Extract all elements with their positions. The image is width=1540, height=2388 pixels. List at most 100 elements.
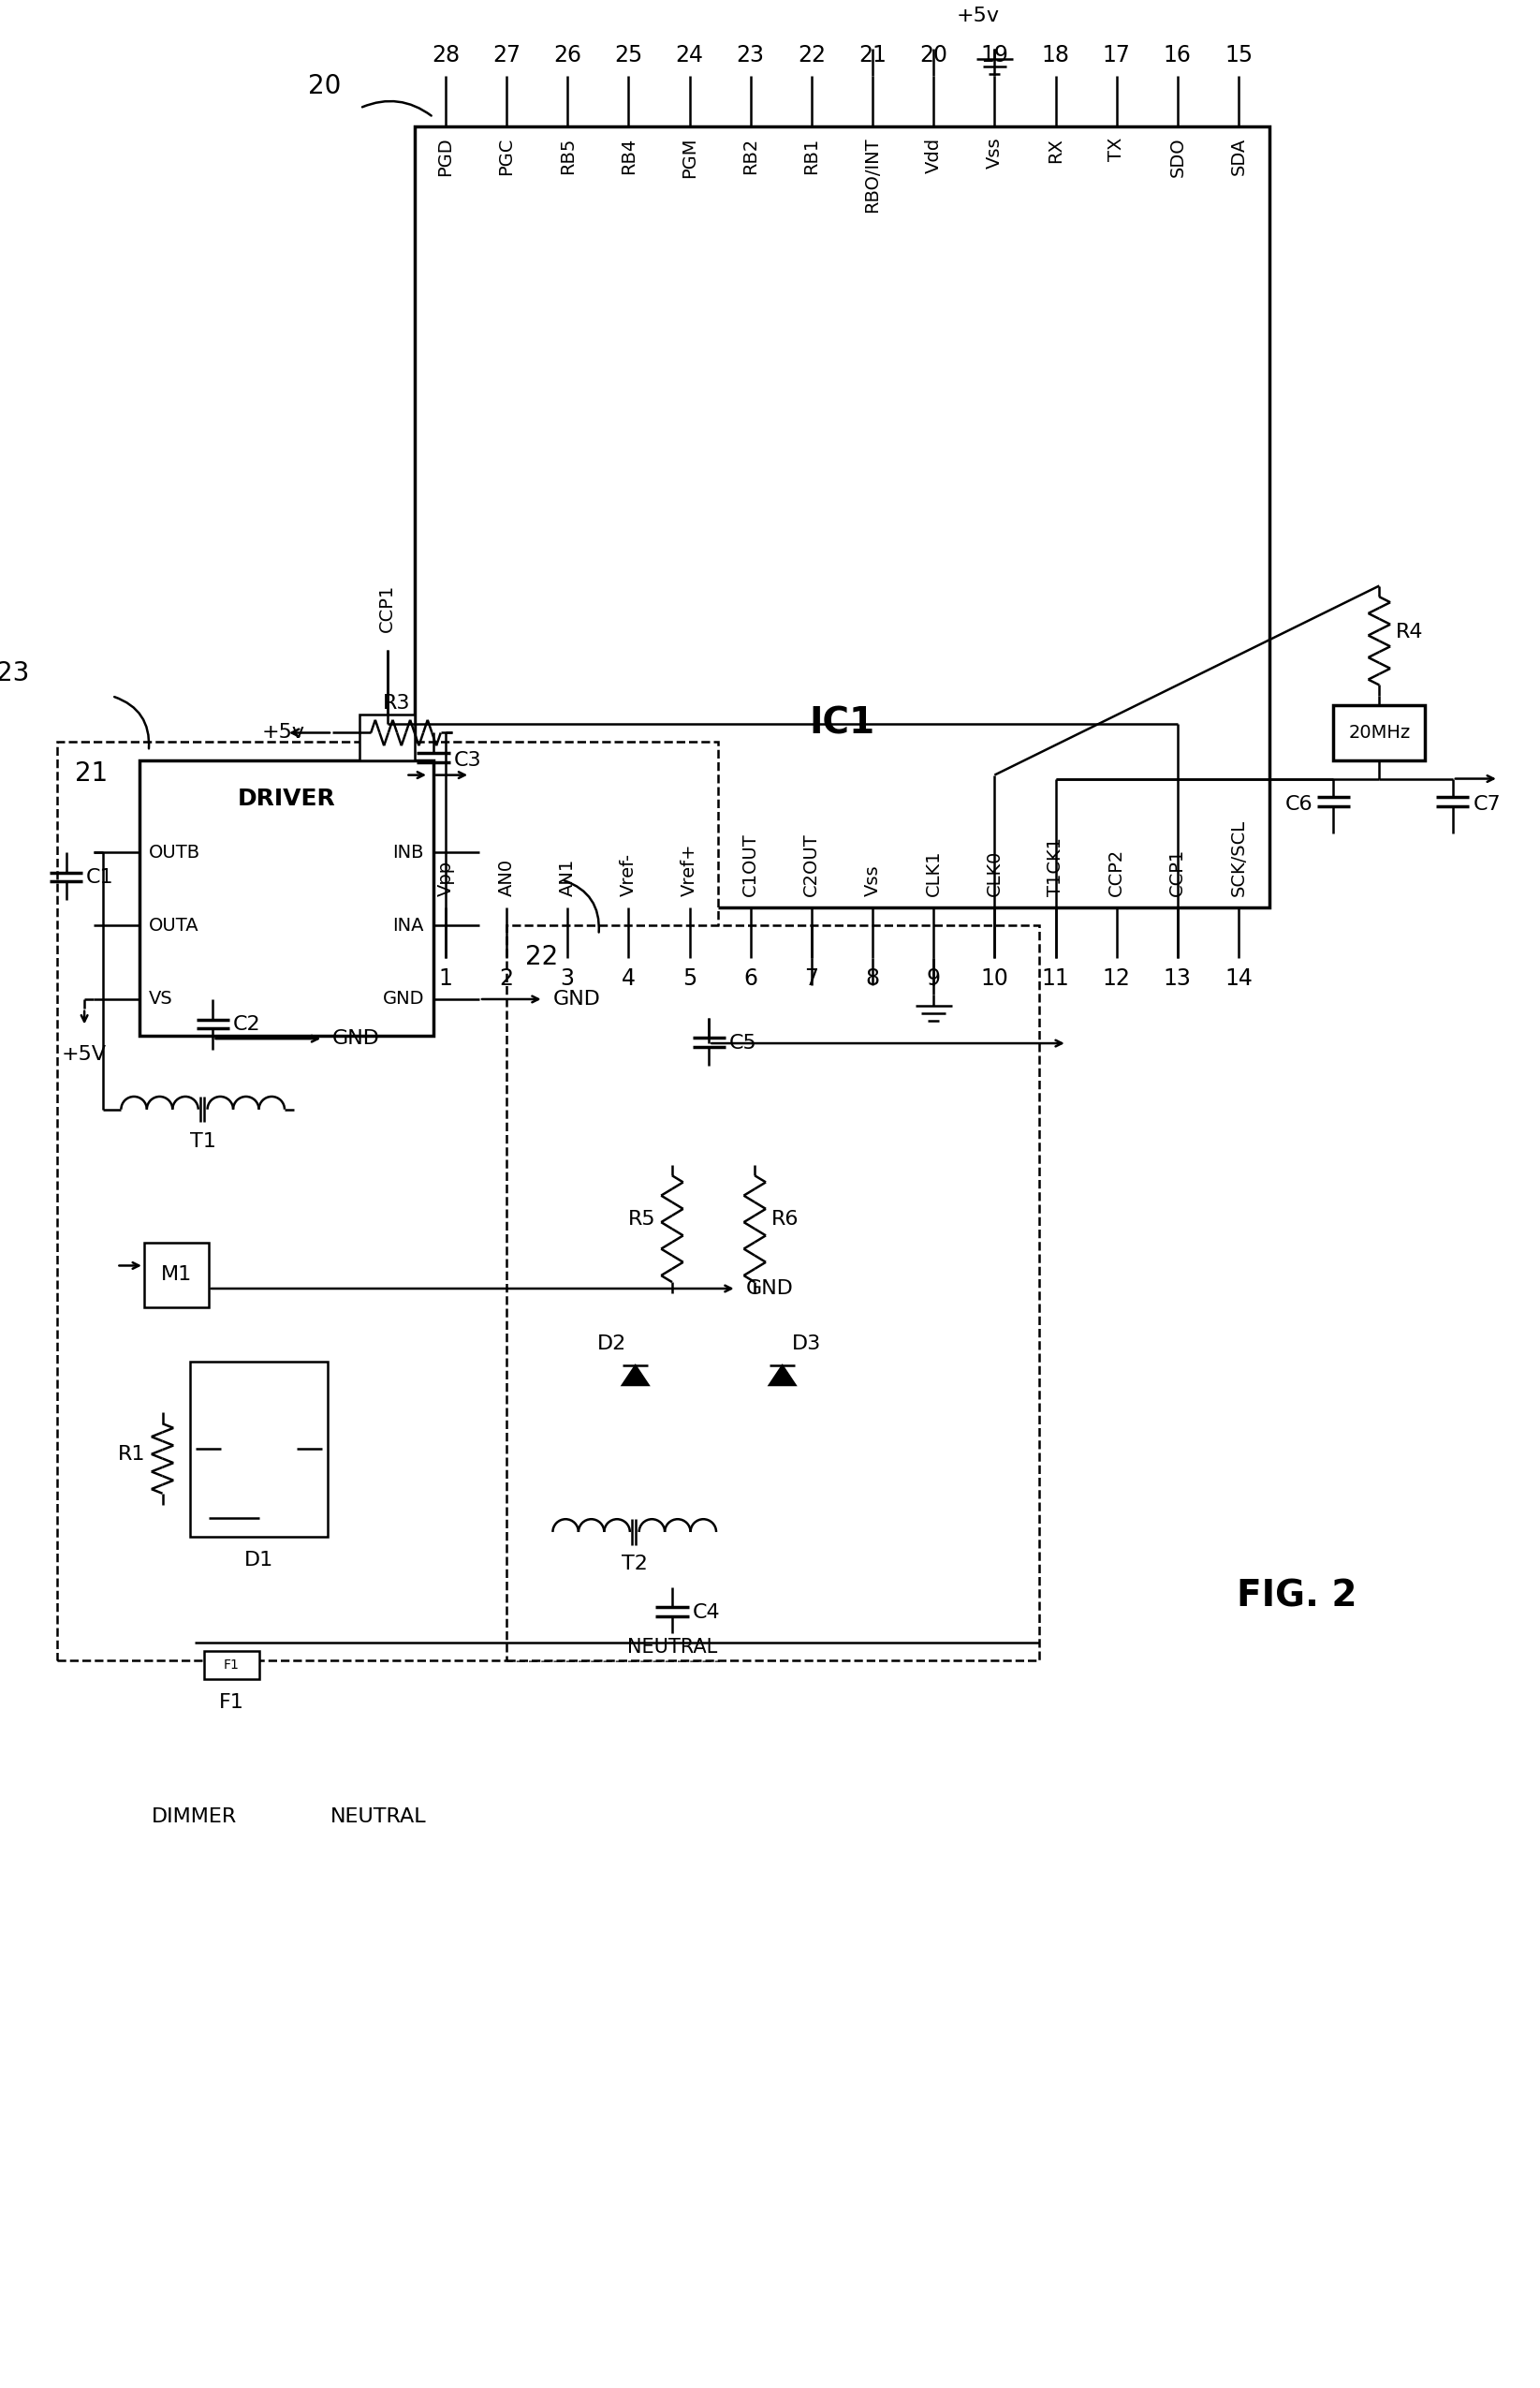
- Text: PGM: PGM: [681, 139, 699, 179]
- Text: +5v: +5v: [262, 724, 305, 743]
- Text: 26: 26: [553, 45, 582, 67]
- Text: 15: 15: [1224, 45, 1252, 67]
- Text: DRIVER: DRIVER: [237, 788, 336, 810]
- Text: 2: 2: [499, 967, 513, 989]
- Polygon shape: [297, 1450, 322, 1469]
- Text: Vss: Vss: [864, 864, 881, 896]
- FancyArrowPatch shape: [114, 697, 149, 747]
- Text: C4: C4: [693, 1602, 721, 1621]
- Bar: [203, 1652, 259, 1679]
- Text: 4: 4: [622, 967, 636, 989]
- Text: R3: R3: [383, 695, 411, 712]
- Text: 9: 9: [927, 967, 941, 989]
- Text: CCP1: CCP1: [1169, 848, 1186, 896]
- Text: NEUTRAL: NEUTRAL: [330, 1808, 427, 1827]
- Text: GND: GND: [553, 991, 601, 1008]
- Text: PGD: PGD: [437, 139, 454, 177]
- Text: FIG. 2: FIG. 2: [1237, 1578, 1357, 1614]
- Text: Vpp: Vpp: [437, 860, 454, 896]
- Text: GND: GND: [745, 1280, 793, 1299]
- Text: 18: 18: [1041, 45, 1070, 67]
- Text: OUTA: OUTA: [149, 917, 199, 934]
- Text: 23: 23: [736, 45, 764, 67]
- Text: 12: 12: [1103, 967, 1130, 989]
- Text: F1: F1: [223, 1660, 239, 1672]
- Text: RB4: RB4: [619, 139, 638, 174]
- Polygon shape: [770, 1366, 795, 1385]
- Text: NEUTRAL: NEUTRAL: [627, 1638, 718, 1657]
- Text: 22: 22: [525, 943, 557, 970]
- Polygon shape: [622, 1366, 648, 1385]
- Text: T1: T1: [189, 1132, 216, 1151]
- Text: D3: D3: [792, 1335, 821, 1354]
- Text: GND: GND: [333, 1029, 380, 1048]
- Text: D1: D1: [245, 1550, 274, 1569]
- Text: C3: C3: [454, 750, 482, 769]
- Text: PGC: PGC: [497, 139, 516, 174]
- Text: C5: C5: [728, 1034, 758, 1053]
- Text: 6: 6: [744, 967, 758, 989]
- Text: C6: C6: [1286, 795, 1314, 814]
- Text: CCP2: CCP2: [1107, 848, 1126, 896]
- Text: 28: 28: [431, 45, 459, 67]
- FancyArrowPatch shape: [564, 881, 599, 931]
- Text: C1OUT: C1OUT: [742, 833, 759, 896]
- Text: 24: 24: [676, 45, 704, 67]
- Text: 10: 10: [981, 967, 1009, 989]
- Text: INB: INB: [393, 843, 424, 862]
- Text: 25: 25: [614, 45, 642, 67]
- Text: 22: 22: [798, 45, 825, 67]
- Text: SCK/SCL: SCK/SCL: [1229, 819, 1247, 896]
- Text: RB1: RB1: [802, 139, 821, 174]
- Text: 19: 19: [981, 45, 1009, 67]
- Text: +5v: +5v: [956, 7, 999, 26]
- Text: 21: 21: [75, 759, 108, 786]
- Text: 5: 5: [682, 967, 696, 989]
- Text: AN1: AN1: [559, 860, 576, 896]
- Text: 17: 17: [1103, 45, 1130, 67]
- Text: +5V: +5V: [62, 1046, 106, 1065]
- Text: DIMMER: DIMMER: [152, 1808, 237, 1827]
- Text: R1: R1: [119, 1445, 146, 1464]
- Text: 3: 3: [561, 967, 574, 989]
- Text: 14: 14: [1224, 967, 1252, 989]
- Text: OUTB: OUTB: [149, 843, 200, 862]
- Text: Vss: Vss: [986, 139, 1004, 170]
- Bar: [1334, 704, 1424, 759]
- Text: C7: C7: [1472, 795, 1500, 814]
- Text: 27: 27: [493, 45, 521, 67]
- Bar: [414, 127, 1269, 907]
- Bar: [189, 1361, 328, 1535]
- Text: RBO/INT: RBO/INT: [864, 139, 881, 213]
- Text: RB5: RB5: [559, 139, 576, 174]
- Text: CLK0: CLK0: [986, 850, 1004, 896]
- Text: 1: 1: [439, 967, 453, 989]
- Text: C2: C2: [233, 1015, 260, 1034]
- Text: CLK1: CLK1: [924, 850, 942, 896]
- Text: 13: 13: [1164, 967, 1192, 989]
- Text: AN0: AN0: [497, 860, 516, 896]
- Text: C1: C1: [86, 869, 114, 888]
- Text: 11: 11: [1041, 967, 1069, 989]
- Text: T1CK1: T1CK1: [1047, 838, 1064, 896]
- Text: RB2: RB2: [742, 139, 759, 174]
- Text: 20: 20: [308, 72, 342, 98]
- Text: CCP1: CCP1: [379, 583, 396, 633]
- Text: SDO: SDO: [1169, 139, 1186, 177]
- Text: SDA: SDA: [1229, 139, 1247, 174]
- Text: T2: T2: [622, 1555, 647, 1574]
- Text: M1: M1: [160, 1266, 192, 1285]
- Text: F1: F1: [219, 1693, 243, 1712]
- Text: 21: 21: [859, 45, 887, 67]
- Text: IC1: IC1: [808, 707, 875, 740]
- Text: INA: INA: [393, 917, 424, 934]
- Text: 20MHz: 20MHz: [1349, 724, 1411, 743]
- Bar: [140, 759, 433, 1036]
- Text: TX: TX: [1107, 139, 1126, 162]
- Bar: [145, 1242, 208, 1306]
- Text: R6: R6: [772, 1211, 799, 1230]
- Text: Vdd: Vdd: [924, 139, 942, 174]
- Text: C2OUT: C2OUT: [802, 833, 821, 896]
- Bar: [57, 743, 718, 1660]
- Text: 20: 20: [919, 45, 947, 67]
